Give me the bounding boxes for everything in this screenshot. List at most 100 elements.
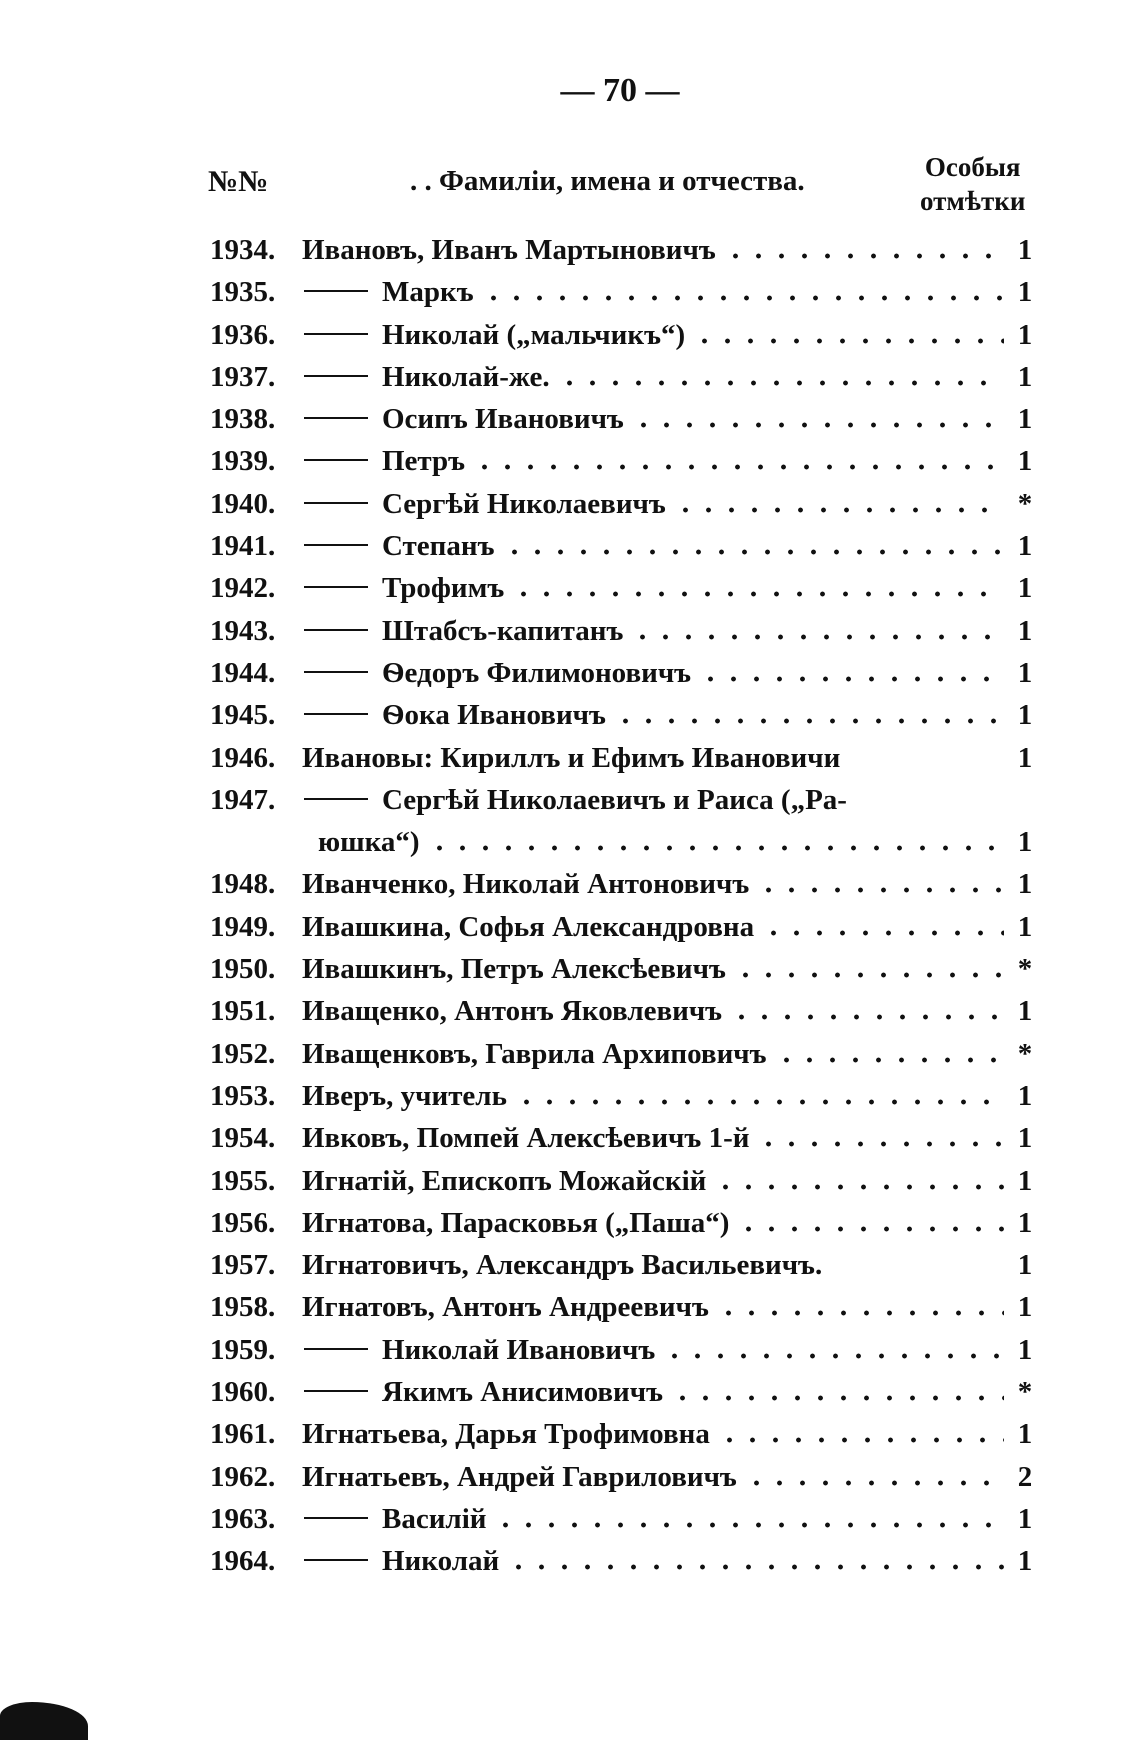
- column-header-marks-line1: Особыя: [924, 152, 1021, 182]
- dot-leader: [671, 1395, 1004, 1402]
- list-item: 1950. Ивашкинъ, Петръ Алексѣевичъ *: [210, 953, 1036, 995]
- entry-mark: 1: [1017, 1164, 1033, 1197]
- dot-leader: [494, 1521, 1004, 1528]
- entry-number: 1943.: [210, 614, 276, 647]
- dot-leader: [717, 1437, 1004, 1444]
- dot-leader: [473, 464, 1004, 471]
- ditto-dash: [304, 628, 368, 631]
- entry-name: Маркъ: [382, 276, 474, 309]
- entry-name: Ивковъ, Помпей Алексѣевичъ 1-й: [302, 1122, 750, 1155]
- ditto-dash: [304, 332, 368, 335]
- entry-mark: 1: [1017, 868, 1033, 901]
- entry-number: 1962.: [210, 1460, 276, 1493]
- dot-leader: [673, 506, 1004, 513]
- ditto-dash: [304, 374, 368, 377]
- dot-leader: [855, 803, 1004, 809]
- register-list: 1934. Ивановъ, Иванъ Мартыновичъ 1 1935. Мар…: [210, 234, 1036, 1588]
- ditto-dash: [304, 544, 368, 547]
- entry-number: 1949.: [210, 910, 276, 943]
- dot-leader: [757, 887, 1004, 894]
- entry-mark: *: [1017, 487, 1033, 520]
- entry-number: 1946.: [210, 741, 276, 774]
- entry-name: Ѳока Ивановичъ: [382, 699, 606, 732]
- list-item: 1952. Иващенковъ, Гаврила Архиповичъ *: [210, 1038, 1036, 1080]
- entry-number: 1964.: [210, 1545, 276, 1578]
- dot-leader: [507, 1564, 1004, 1571]
- dot-leader: [631, 422, 1004, 429]
- ditto-dash: [304, 713, 368, 716]
- scan-ink-blot: [0, 1702, 88, 1740]
- entry-mark: 1: [1017, 1502, 1033, 1535]
- entry-mark: 1: [1017, 318, 1033, 351]
- ditto-dash: [304, 1516, 368, 1519]
- entry-mark: 1: [1017, 572, 1033, 605]
- entry-mark: *: [1017, 1037, 1033, 1070]
- dot-leader: [693, 337, 1004, 344]
- entry-mark: 1: [1017, 1206, 1033, 1239]
- dot-leader: [774, 1056, 1004, 1063]
- entry-name: Николай („мальчикъ“): [382, 318, 686, 351]
- entry-name: Николай: [382, 1545, 500, 1578]
- list-item: 1956. Игнатова, Парасковья („Паша“) 1: [210, 1207, 1036, 1249]
- entry-mark: 1: [1017, 403, 1033, 436]
- list-item: 1961. Игнатьева, Дарья Трофимовна 1: [210, 1418, 1036, 1460]
- column-header-marks-line2: отмѣтки: [920, 186, 1026, 216]
- entry-number: 1963.: [210, 1502, 276, 1535]
- entry-name: Ивановы: Кириллъ и Ефимъ Ивановичи: [302, 741, 841, 774]
- entry-number: 1952.: [210, 1037, 276, 1070]
- list-item: 1949. Ивашкина, Софья Александровна 1: [210, 911, 1036, 953]
- entry-number: 1937.: [210, 360, 276, 393]
- list-item: 1942. Трофимъ 1: [210, 572, 1036, 614]
- entry-mark: 1: [1017, 741, 1033, 774]
- dot-leader: [744, 1479, 1004, 1486]
- entry-name: Иверъ, учитель: [302, 1079, 507, 1112]
- entry-number: 1959.: [210, 1333, 276, 1366]
- list-item: 1935. Маркъ 1: [210, 276, 1036, 318]
- list-item: 1944. Ѳедоръ Филимоновичъ 1: [210, 657, 1036, 699]
- entry-number: 1958.: [210, 1291, 276, 1324]
- dot-leader: [716, 1310, 1004, 1317]
- entry-mark: 1: [1017, 1333, 1033, 1366]
- list-item: 1948. Иванченко, Николай Антоновичъ 1: [210, 868, 1036, 910]
- entry-mark: 1: [1017, 234, 1033, 266]
- entry-number: 1953.: [210, 1079, 276, 1112]
- ditto-dash: [304, 670, 368, 673]
- entry-mark: 1: [1017, 1545, 1033, 1578]
- ditto-dash: [304, 501, 368, 504]
- ditto-dash: [304, 290, 368, 293]
- entry-name: Якимъ Анисимовичъ: [382, 1376, 663, 1409]
- ditto-dash: [304, 1390, 368, 1393]
- entry-name: Иващенко, Антонъ Яковлевичъ: [302, 995, 723, 1028]
- entry-name: Степанъ: [382, 530, 495, 563]
- dot-leader: [714, 1183, 1004, 1190]
- list-item: 1938. Осипъ Ивановичъ 1: [210, 403, 1036, 445]
- entry-number: 1956.: [210, 1206, 276, 1239]
- list-item: 1963. Василій 1: [210, 1503, 1036, 1545]
- entry-name: Штабсъ-капитанъ: [382, 614, 624, 647]
- dot-leader: [502, 549, 1004, 556]
- dot-leader: [757, 1141, 1004, 1148]
- entry-number: 1947.: [210, 783, 276, 816]
- entry-mark: 1: [1017, 1249, 1033, 1282]
- entry-name: Василій: [382, 1502, 487, 1535]
- dot-leader: [730, 1014, 1004, 1021]
- page-number: — 70 —: [560, 72, 680, 109]
- ditto-dash: [304, 586, 368, 589]
- entry-number: 1960.: [210, 1376, 276, 1409]
- entry-number: 1939.: [210, 445, 276, 478]
- entry-mark: 1: [1017, 656, 1033, 689]
- list-item: 1946. Ивановы: Кириллъ и Ефимъ Ивановичи 1: [210, 742, 1036, 784]
- ditto-dash: [304, 459, 368, 462]
- entry-mark: 1: [1017, 995, 1033, 1028]
- entry-number: 1957.: [210, 1249, 276, 1282]
- entry-name: Ивановъ, Иванъ Мартыновичъ: [302, 234, 716, 266]
- entry-name: Ѳедоръ Филимоновичъ: [382, 656, 692, 689]
- entry-number: 1940.: [210, 487, 276, 520]
- entry-name: Осипъ Ивановичъ: [382, 403, 624, 436]
- entry-mark: 1: [1017, 826, 1033, 859]
- entry-number: 1950.: [210, 953, 276, 986]
- entry-mark: 1: [1017, 1079, 1033, 1112]
- entry-name: Николай-же.: [382, 360, 550, 393]
- list-item: 1959. Николай Ивановичъ 1: [210, 1334, 1036, 1376]
- entry-name: Сергѣй Николаевичъ: [382, 487, 666, 520]
